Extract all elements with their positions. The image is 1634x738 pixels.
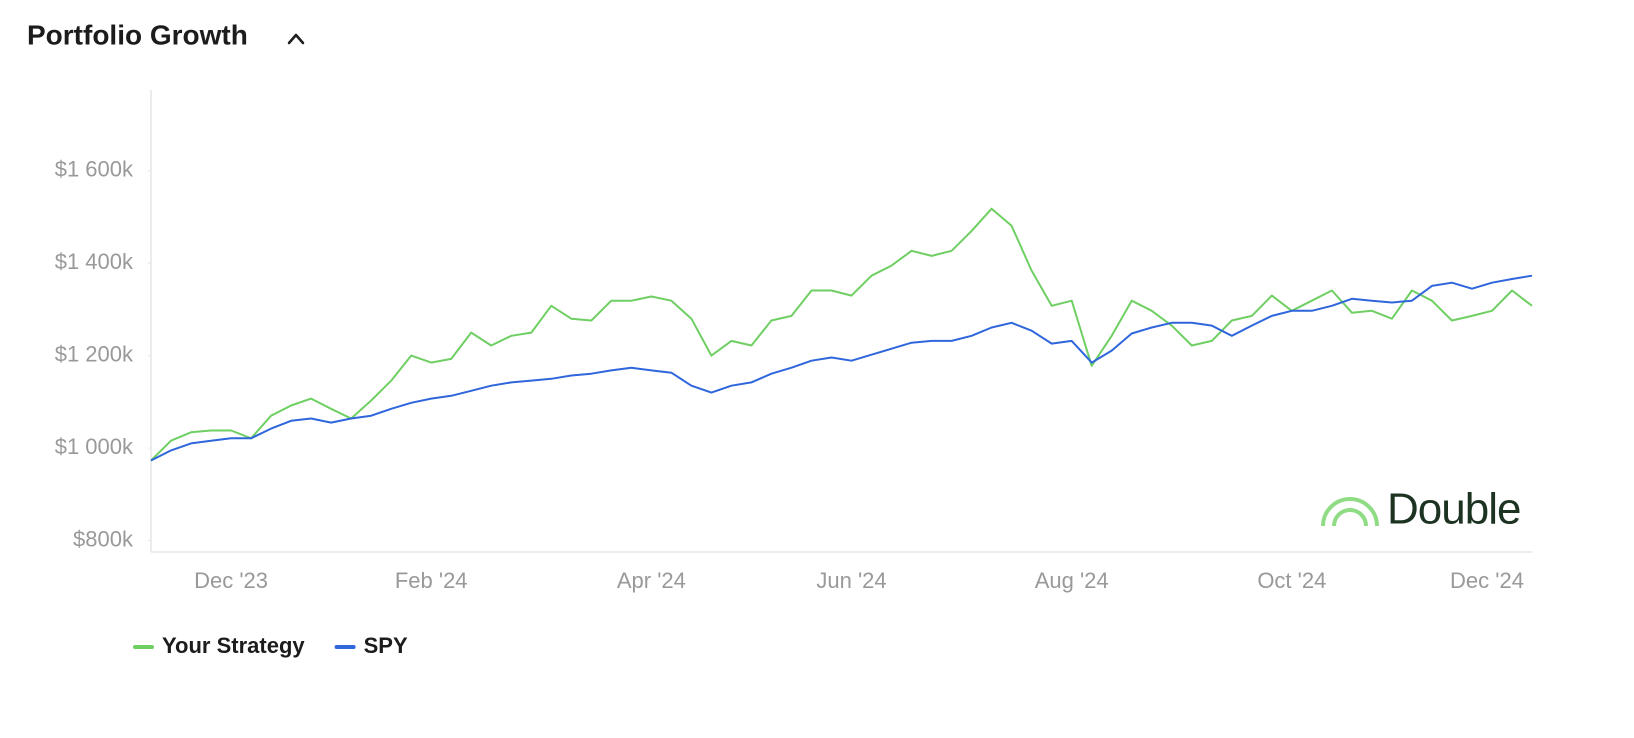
- y-tick-label: $1 200k: [55, 341, 134, 366]
- x-tick-label: Oct '24: [1257, 568, 1326, 593]
- logo-arc: [1321, 497, 1379, 527]
- legend-item[interactable]: Your Strategy: [133, 633, 305, 658]
- x-tick-label: Dec '23: [194, 568, 268, 593]
- x-tick-label: Aug '24: [1035, 568, 1109, 593]
- series-line: [150, 207, 1533, 462]
- y-tick-label: $1 000k: [55, 434, 134, 459]
- x-tick-label: Jun '24: [816, 568, 886, 593]
- y-tick-label: $1 400k: [55, 249, 134, 274]
- watermark-logo: Double: [1321, 485, 1521, 534]
- legend-label: SPY: [364, 633, 408, 658]
- x-tick-label: Dec '24: [1450, 568, 1524, 593]
- y-tick-label: $1 600k: [55, 157, 134, 182]
- series-line: [150, 274, 1533, 462]
- x-tick-label: Feb '24: [395, 568, 468, 593]
- collapse-toggle[interactable]: [287, 33, 305, 45]
- x-tick-label: Apr '24: [617, 568, 686, 593]
- chart-title: Portfolio Growth: [27, 19, 248, 50]
- y-tick-label: $800k: [73, 526, 134, 551]
- legend-label: Your Strategy: [162, 633, 305, 658]
- watermark-text: Double: [1387, 485, 1520, 534]
- logo-arc: [1332, 508, 1368, 527]
- legend-item[interactable]: SPY: [334, 633, 408, 658]
